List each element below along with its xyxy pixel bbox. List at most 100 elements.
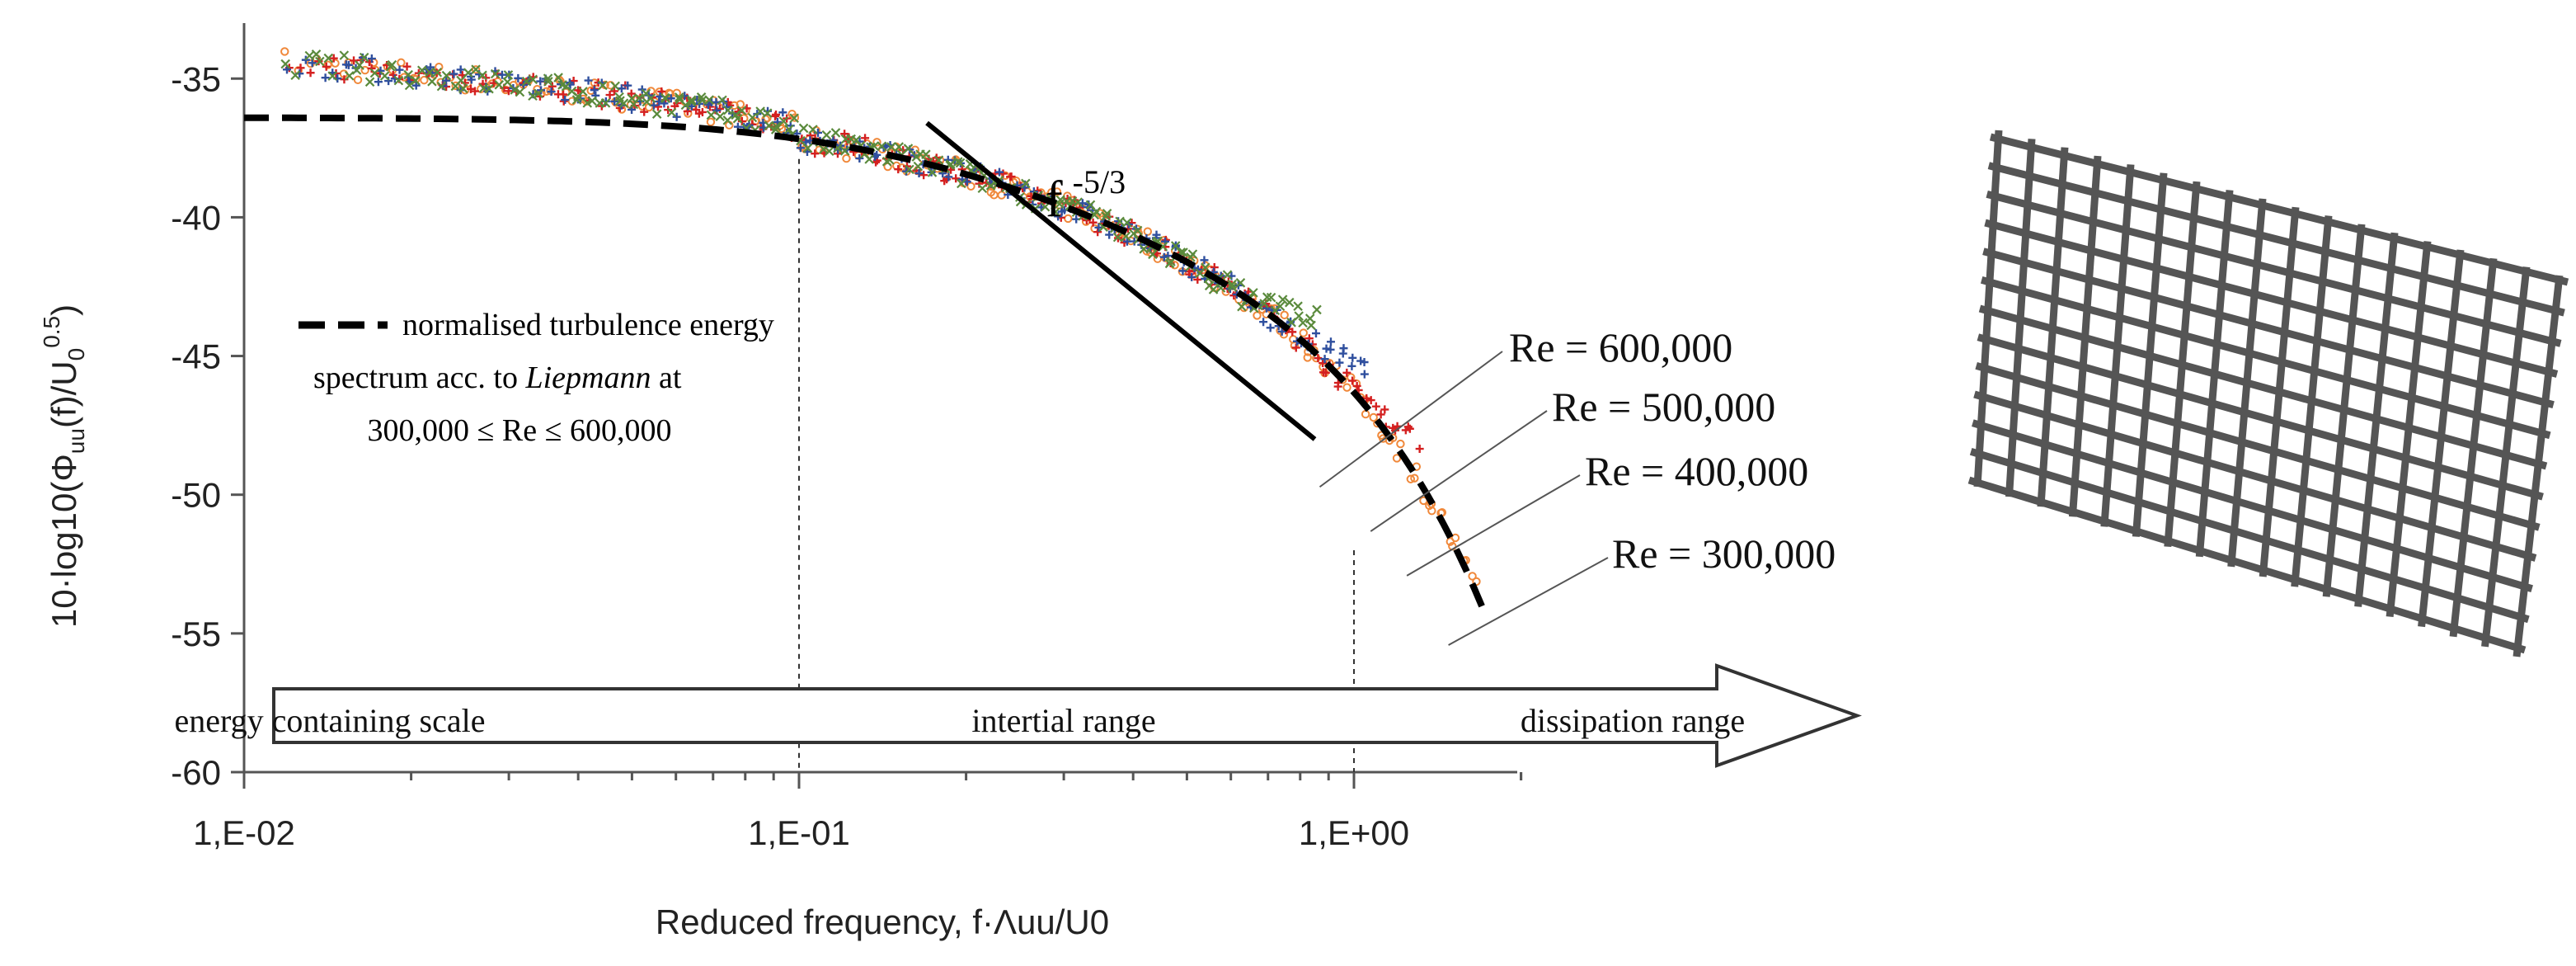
data-point xyxy=(1051,207,1060,217)
data-point xyxy=(360,65,369,75)
data-point xyxy=(311,49,322,59)
data-point xyxy=(359,52,369,63)
data-point xyxy=(369,68,380,78)
data-point xyxy=(687,101,696,111)
data-point xyxy=(653,102,662,111)
data-point xyxy=(1187,272,1196,281)
data-point xyxy=(977,183,988,194)
data-point xyxy=(547,87,556,97)
data-point xyxy=(1266,323,1275,332)
data-point xyxy=(811,149,820,158)
data-point xyxy=(1312,329,1320,338)
data-point xyxy=(660,93,671,104)
data-point xyxy=(528,91,538,101)
data-point xyxy=(1306,320,1316,331)
data-point xyxy=(384,77,393,86)
data-point xyxy=(840,130,849,139)
data-point xyxy=(1342,368,1351,377)
x-tick-label: 1,E-01 xyxy=(748,813,850,852)
grid-icon-bar xyxy=(1967,476,2527,654)
grid-icon-bar xyxy=(1977,333,2544,501)
data-point xyxy=(1101,211,1111,221)
data-point xyxy=(1352,381,1361,390)
data-point xyxy=(704,95,714,105)
data-point xyxy=(1415,445,1424,454)
data-point xyxy=(1348,353,1357,362)
slope-line xyxy=(925,120,1317,441)
data-point xyxy=(687,97,697,107)
y-axis-label: 10·log10(Φuu(f)/U00.5) xyxy=(39,304,89,628)
data-point xyxy=(771,121,782,132)
data-point xyxy=(921,149,931,159)
data-point xyxy=(543,73,553,83)
data-point xyxy=(393,75,404,86)
data-point xyxy=(490,68,501,79)
data-point xyxy=(1088,218,1098,227)
data-point xyxy=(913,161,924,172)
data-point xyxy=(290,70,300,80)
data-point xyxy=(534,88,543,99)
data-point xyxy=(1112,232,1123,243)
data-point xyxy=(355,60,364,70)
data-point xyxy=(717,95,727,106)
data-point xyxy=(417,65,427,76)
data-point xyxy=(1427,506,1436,516)
data-point xyxy=(861,134,870,143)
legend-line-3: 300,000 ≤ Re ≤ 600,000 xyxy=(368,413,672,448)
y-tick-label: -60 xyxy=(171,753,221,792)
data-point xyxy=(327,71,338,81)
legend: normalised turbulence energy spectrum ac… xyxy=(298,308,774,448)
series-600000 xyxy=(280,49,1322,331)
data-point xyxy=(790,113,800,122)
data-point xyxy=(353,75,363,85)
leader-line xyxy=(1406,474,1581,577)
y-tick-label: -45 xyxy=(171,337,221,376)
data-point xyxy=(755,106,765,116)
data-point xyxy=(1139,244,1149,254)
data-point xyxy=(634,93,644,103)
data-point xyxy=(442,76,451,85)
y-tick-label: -40 xyxy=(171,198,221,237)
data-point xyxy=(640,107,649,116)
data-point xyxy=(497,70,506,79)
data-point xyxy=(350,56,359,65)
data-point xyxy=(1406,474,1416,483)
data-point xyxy=(463,68,473,78)
data-point xyxy=(536,77,545,86)
data-point xyxy=(323,53,334,64)
data-point xyxy=(1360,370,1369,379)
data-point xyxy=(578,87,588,97)
data-point xyxy=(1392,454,1402,463)
data-point xyxy=(351,65,362,75)
data-point xyxy=(666,107,677,118)
data-point xyxy=(610,97,619,106)
data-point xyxy=(466,84,475,93)
data-point xyxy=(955,158,966,168)
data-point xyxy=(441,70,452,81)
data-point xyxy=(322,62,331,71)
data-point xyxy=(610,81,620,92)
data-point xyxy=(456,75,466,86)
data-point xyxy=(600,98,611,108)
data-point xyxy=(798,123,809,134)
data-point xyxy=(864,154,874,164)
data-point xyxy=(1366,396,1375,405)
data-point xyxy=(680,92,689,101)
data-point xyxy=(839,146,850,156)
plot-area: -35 -40 -45 -50 -55 -60 1,E-02 1,E-01 1,E+00 xyxy=(171,23,1862,852)
data-point xyxy=(1312,304,1322,315)
data-point xyxy=(458,83,468,94)
leader-line xyxy=(1319,351,1503,488)
data-point xyxy=(397,58,406,68)
data-point xyxy=(1166,257,1176,266)
grid-icon-bar xyxy=(1975,362,2541,531)
data-point xyxy=(723,105,733,115)
data-point xyxy=(339,50,350,60)
data-point xyxy=(1348,376,1357,385)
data-point xyxy=(855,153,864,163)
data-point xyxy=(747,112,758,123)
data-point xyxy=(367,64,376,73)
data-point xyxy=(1105,230,1114,239)
data-point xyxy=(1277,327,1286,336)
data-point xyxy=(1376,410,1385,419)
